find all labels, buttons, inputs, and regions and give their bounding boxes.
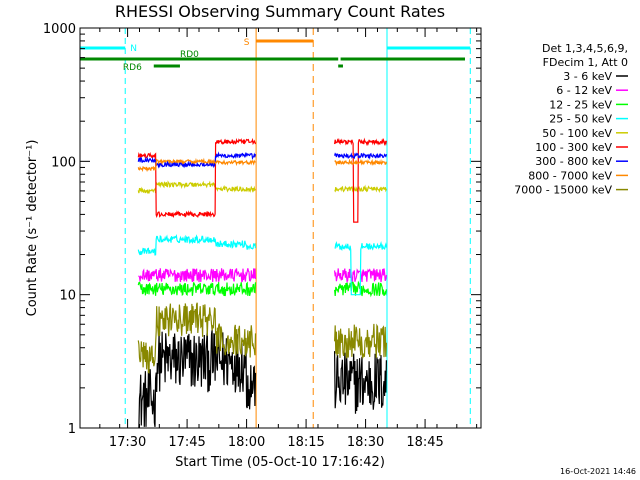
x-tick-label: 18:00	[228, 435, 265, 450]
series-300-800-kev-line	[137, 151, 387, 169]
legend-entry-label: 12 - 25 keV	[549, 98, 612, 111]
x-axis-label: Start Time (05-Oct-10 17:16:42)	[175, 455, 385, 470]
legend-entry-label: 800 - 7000 keV	[528, 169, 612, 182]
legend-header-line: FDecim 1, Att 0	[543, 56, 628, 69]
x-tick-label: 17:30	[109, 435, 146, 450]
series-6-12-kev-line	[138, 268, 387, 284]
x-tick-label: 17:45	[168, 435, 205, 450]
flag-label-s: S	[244, 38, 250, 48]
legend-entry-label: 6 - 12 keV	[556, 84, 612, 97]
x-tick-label: 18:30	[347, 435, 384, 450]
flag-label-rd0: RD0	[180, 50, 199, 60]
y-axis-label: Count Rate (s⁻¹ detector⁻¹)	[25, 140, 40, 317]
plot-frame	[79, 27, 482, 429]
axes: 1 10 100 1000 17:30 17:45 18:00 18:15 18:30 18:45	[43, 22, 481, 450]
series-layer	[137, 137, 387, 428]
series-100-300-kev-line	[137, 137, 387, 223]
x-tick-label: 18:15	[287, 435, 324, 450]
y-tick-label: 100	[51, 155, 76, 170]
series-3-6-kev-line	[138, 328, 387, 428]
flag-label-rd6: RD6	[123, 63, 142, 73]
legend-entry-label: 300 - 800 keV	[535, 155, 612, 168]
legend-entry-label: 25 - 50 keV	[549, 113, 612, 126]
chart-title: RHESSI Observing Summary Count Rates	[115, 2, 445, 21]
flag-label-n: N	[130, 44, 137, 54]
x-tick-label: 18:45	[406, 435, 443, 450]
legend-entry-label: 100 - 300 keV	[535, 141, 612, 154]
series-800-7000-kev-line	[137, 157, 387, 173]
overlay-lines	[79, 28, 471, 428]
legend-entry-label: 50 - 100 keV	[542, 127, 612, 140]
y-tick-label: 1000	[43, 22, 76, 37]
timestamp: 16-Oct-2021 14:46	[560, 467, 636, 476]
y-tick-label: 10	[59, 289, 76, 304]
legend: Det 1,3,4,5,6,9,FDecim 1, Att 03 - 6 keV…	[514, 42, 628, 197]
y-tick-label: 1	[68, 422, 76, 437]
legend-entry-label: 7000 - 15000 keV	[514, 184, 612, 197]
series-25-50-kev-line	[137, 234, 387, 296]
legend-entry-label: 3 - 6 keV	[563, 70, 612, 83]
series-12-25-kev-line	[137, 280, 387, 298]
state-flags: N RD0 RD6 S	[80, 38, 471, 73]
series-50-100-kev-line	[137, 180, 387, 195]
legend-header-line: Det 1,3,4,5,6,9,	[542, 42, 628, 55]
series-7000-15000-kev-line	[137, 302, 387, 374]
